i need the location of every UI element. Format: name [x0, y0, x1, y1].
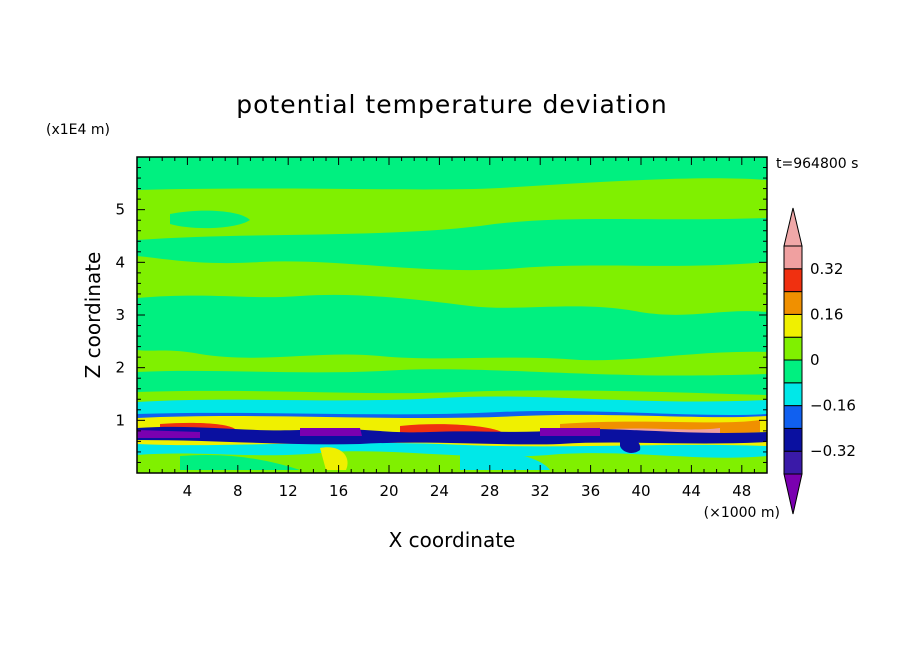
- colorbar: 0.32 0.16 0 −0.16 −0.32: [783, 207, 856, 515]
- contour-region-surface-patch: [180, 454, 300, 470]
- colorbar-swatch: [783, 427, 803, 452]
- contour-region-negative-band: [137, 369, 767, 395]
- colorbar-label: −0.16: [810, 397, 856, 415]
- y-axis: 1 2 3 4 5: [115, 167, 767, 463]
- colorbar-extend-bottom: [783, 473, 803, 515]
- y-tick-label: 3: [115, 306, 125, 324]
- x-tick-label: 20: [379, 482, 398, 500]
- colorbar-swatch: [783, 245, 803, 270]
- colorbar-label: 0.32: [810, 260, 843, 278]
- colorbar-swatch: [783, 450, 803, 475]
- colorbar-swatch: [783, 359, 803, 384]
- contour-region-negative-streak: [300, 428, 362, 436]
- chart-title: potential temperature deviation: [236, 90, 667, 119]
- x-tick-label: 32: [531, 482, 550, 500]
- contour-region-negative-streak: [137, 430, 200, 438]
- colorbar-extend-top: [783, 207, 803, 247]
- contour-region-negative-streak: [620, 438, 641, 453]
- colorbar-swatch: [783, 382, 803, 407]
- y-tick-label: 2: [115, 359, 125, 377]
- x-tick-label: 4: [183, 482, 193, 500]
- x-tick-label: 12: [279, 482, 298, 500]
- colorbar-swatch: [783, 336, 803, 361]
- colorbar-label: 0: [810, 351, 820, 369]
- colorbar-swatch: [783, 313, 803, 338]
- x-axis-unit: (×1000 m): [704, 505, 780, 521]
- x-tick-label: 16: [329, 482, 348, 500]
- plot-area: [137, 157, 767, 473]
- y-tick-label: 1: [115, 411, 125, 429]
- colorbar-label: 0.16: [810, 305, 843, 323]
- y-tick-label: 4: [115, 253, 125, 271]
- contour-region-surface-patch: [137, 451, 767, 470]
- x-tick-label: 24: [430, 482, 449, 500]
- x-tick-label: 36: [581, 482, 600, 500]
- contour-region-negative-band: [137, 218, 767, 271]
- colorbar-swatch: [783, 291, 803, 315]
- x-axis-label: X coordinate: [389, 528, 516, 552]
- y-tick-label: 5: [115, 201, 125, 219]
- y-axis-label: Z coordinate: [81, 252, 105, 379]
- y-axis-unit: (x1E4 m): [46, 122, 110, 138]
- colorbar-swatch: [783, 268, 803, 293]
- contour-region-surface-patch: [320, 447, 348, 470]
- contour-region-negative-band: [137, 294, 767, 361]
- contour-region-surface-patch: [460, 450, 550, 470]
- time-label: t=964800 s: [776, 156, 858, 172]
- x-tick-label: 48: [732, 482, 751, 500]
- x-tick-label: 40: [631, 482, 650, 500]
- contour-region-negative-streak: [540, 428, 600, 436]
- colorbar-label: −0.32: [810, 442, 856, 460]
- contour-region-negative-streak: [137, 426, 767, 445]
- contour-region-negative-band: [170, 210, 250, 229]
- x-tick-label: 8: [233, 482, 243, 500]
- contour-region-negative-band: [137, 157, 767, 190]
- x-tick-label: 44: [682, 482, 701, 500]
- x-tick-label: 28: [480, 482, 499, 500]
- colorbar-swatch: [783, 405, 803, 429]
- x-axis: 4 8 12 16 20 24 28 32 36 40 44 48: [149, 157, 755, 500]
